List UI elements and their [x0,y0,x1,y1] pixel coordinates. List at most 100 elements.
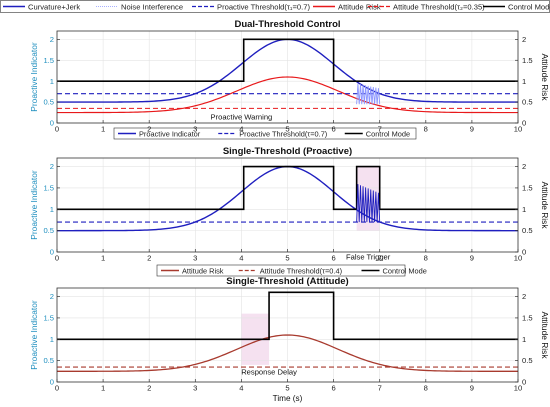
noise-burst [356,83,381,105]
y-tick-label-right: 1 [522,335,526,344]
x-tick-label: 1 [101,254,105,263]
y-tick-label-right: 0 [522,378,526,387]
x-tick-label: 8 [424,384,428,393]
y-tick-label-right: 2 [522,162,526,171]
y-tick-label-right: 0 [522,119,526,128]
x-tick-label: 9 [470,125,474,134]
x-tick-label: 8 [424,254,428,263]
x-tick-label: 2 [147,125,151,134]
x-tick-label: 4 [239,125,243,134]
x-tick-label: 0 [55,384,59,393]
panel-title: Dual-Threshold Control [234,19,340,30]
legend3-label-athr: Attitude Threshold(τ=0.4) [260,266,342,275]
legend3-label-mode: Control Mode [383,266,427,275]
y-tick-label-right: 1.5 [522,56,533,65]
legend3-box: Attitude Risk Attitude Threshold(τ=0.4) Co… [156,264,427,277]
x-tick-label: 3 [193,125,197,134]
y-tick-label-left: 2 [50,292,54,301]
y-tick-label-left: 1.5 [43,184,54,193]
y-tick-label-left: 1 [50,77,54,86]
y-axis-label-right: Attitude Risk [540,181,550,229]
panel-title: Single-Threshold (Proactive) [223,146,352,157]
y-axis-label-right: Attitude Risk [540,53,550,101]
legend2-label-pind: Proactive Indicator [139,129,201,138]
x-tick-label: 7 [378,384,382,393]
legend-top-label-curvature: Curvature+Jerk [28,2,80,11]
series-curve [57,76,518,114]
x-tick-label: 0 [55,125,59,134]
legend-top: Curvature+Jerk Noise Interference Proactiv… [0,0,550,13]
panel-2: Single-Threshold (Proactive) False Trigge… [29,146,550,263]
x-tick-label: 3 [193,384,197,393]
y-tick-label-left: 1.5 [43,56,54,65]
x-tick-label: 8 [424,125,428,134]
annotation-label: Response Delay [241,367,297,376]
y-tick-label-right: 1.5 [522,314,533,323]
x-tick-label: 9 [470,384,474,393]
control-mode-step [57,165,518,211]
y-tick-label-left: 1 [50,335,54,344]
legend2-label-pthr: Proactive Threshold(τ=0.7) [239,129,327,138]
y-tick-label-right: 1.5 [522,184,533,193]
x-tick-label: 7 [378,125,382,134]
panel-3: Single-Threshold (Attitude) Response Dela… [29,276,550,403]
x-tick-label: 10 [514,254,522,263]
annotation-label: Proactive Warning [211,113,273,122]
series-curve [57,334,518,372]
x-tick-label: 6 [331,254,335,263]
panel-1: Dual-Threshold Control Proactive Warning 0… [29,19,550,134]
x-tick-label: 10 [514,384,522,393]
x-tick-label: 9 [470,254,474,263]
y-tick-label-left: 2 [50,35,54,44]
legend-top-label-pthr: Proactive Threshold(τ₁=0.7) [217,2,310,11]
legend3-label-arisk: Attitude Risk [182,266,224,275]
x-tick-label: 1 [101,384,105,393]
x-tick-label: 2 [147,254,151,263]
x-tick-label: 6 [331,384,335,393]
y-tick-label-right: 2 [522,35,526,44]
legend-top-label-noise: Noise Interference [121,2,183,11]
x-tick-label: 5 [285,125,289,134]
y-tick-label-left: 2 [50,162,54,171]
legend-top-label-athr: Attitude Threshold(τ₂=0.35) [393,2,485,11]
x-tick-label: 10 [514,125,522,134]
legend-top-label-mode: Control Mode [508,2,550,11]
legend2-frame [113,127,417,140]
control-mode-step [57,38,518,82]
y-tick-label-right: 0.5 [522,226,533,235]
annotation-label: False Trigger [346,253,391,262]
x-tick-label: 4 [239,254,243,263]
y-tick-label-right: 0.5 [522,356,533,365]
control-mode-step [57,291,518,341]
x-tick-label: 6 [331,125,335,134]
y-tick-label-left: 0.5 [43,226,54,235]
y-tick-label-left: 0.5 [43,98,54,107]
legend2-label-mode: Control Mode [366,129,410,138]
y-axis-label-left: Proactive Indicator [29,42,39,112]
x-tick-label: 7 [378,254,382,263]
legend-top-label-arisk: Attitude Risk [338,2,381,11]
noise-burst [356,184,381,223]
y-tick-label-right: 2 [522,292,526,301]
y-axis-label-left: Proactive Indicator [29,300,39,370]
y-axis-label-right: Attitude Risk [540,311,550,359]
x-tick-label: 5 [285,384,289,393]
y-tick-label-right: 0 [522,248,526,257]
x-tick-label: 1 [101,125,105,134]
x-tick-label: 2 [147,384,151,393]
y-axis-label-left: Proactive Indicator [29,170,39,240]
x-axis-label: Time (s) [273,394,303,403]
y-tick-label-left: 1.5 [43,314,54,323]
y-tick-label-left: 0 [50,119,54,128]
y-tick-label-right: 1 [522,205,526,214]
panel-title: Single-Threshold (Attitude) [226,276,348,287]
x-tick-label: 0 [55,254,59,263]
legend2-box: Proactive Indicator Proactive Threshold(τ… [113,127,417,140]
y-tick-label-left: 0 [50,378,54,387]
y-tick-label-right: 0.5 [522,98,533,107]
y-tick-label-left: 0 [50,248,54,257]
y-tick-label-right: 1 [522,77,526,86]
legend3-frame [156,264,406,277]
y-tick-label-left: 0.5 [43,356,54,365]
